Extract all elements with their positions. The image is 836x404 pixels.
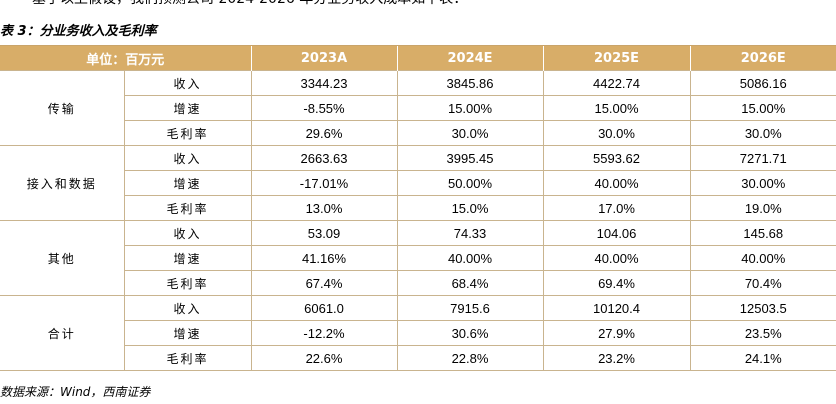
- table-cell: 5086.16: [689, 70, 836, 96]
- table-cell: 145.68: [689, 220, 836, 246]
- table-cell: 23.5%: [689, 320, 836, 346]
- table-cell: -17.01%: [250, 170, 398, 196]
- table-cell: 40.00%: [542, 245, 691, 271]
- table-row: 毛利率 67.4% 68.4% 69.4% 70.4%: [0, 270, 836, 296]
- table-cell: 104.06: [542, 220, 691, 246]
- table-cell: 15.00%: [542, 95, 691, 121]
- table-cell: 40.00%: [689, 245, 836, 271]
- metric-label: 毛利率: [123, 195, 252, 221]
- table-row: 毛利率 29.6% 30.0% 30.0% 30.0%: [0, 120, 836, 146]
- table-cell: 30.00%: [689, 170, 836, 196]
- segment-label: 传输: [0, 70, 125, 146]
- table-cell: 4422.74: [542, 70, 691, 96]
- metric-label: 收入: [123, 295, 252, 321]
- table-cell: 27.9%: [542, 320, 691, 346]
- table-cell: 12503.5: [689, 295, 836, 321]
- table-cell: 30.6%: [396, 320, 544, 346]
- table-row: 合计 收入 6061.0 7915.6 10120.4 12503.5: [0, 295, 836, 371]
- segment-label: 其他: [0, 220, 125, 296]
- table-row: 增速 -8.55% 15.00% 15.00% 15.00%: [0, 95, 836, 121]
- table-row: 增速 41.16% 40.00% 40.00% 40.00%: [0, 245, 836, 271]
- table-caption: 表 3：分业务收入及毛利率: [0, 24, 157, 39]
- table-cell: 17.0%: [542, 195, 691, 221]
- table-top-rule: [0, 45, 836, 46]
- table-cell: 6061.0: [250, 295, 398, 321]
- table-cell: 15.00%: [396, 95, 544, 121]
- table-cell: 69.4%: [542, 270, 691, 296]
- table-row: 毛利率 22.6% 22.8% 23.2% 24.1%: [0, 345, 836, 371]
- table-cell: 23.2%: [542, 345, 691, 371]
- table-cell: 30.0%: [542, 120, 691, 146]
- metric-label: 收入: [123, 70, 252, 96]
- table-row: 增速 -12.2% 30.6% 27.9% 23.5%: [0, 320, 836, 346]
- table-cell: 19.0%: [689, 195, 836, 221]
- unit-header: 单位：百万元: [0, 46, 252, 71]
- table-cell: 15.00%: [689, 95, 836, 121]
- table-cell: 41.16%: [250, 245, 398, 271]
- year-header-2025e: 2025E: [542, 46, 691, 71]
- table-cell: 3845.86: [396, 70, 544, 96]
- table-cell: 53.09: [250, 220, 398, 246]
- table-cell: 15.0%: [396, 195, 544, 221]
- table-cell: -12.2%: [250, 320, 398, 346]
- metric-label: 毛利率: [123, 120, 252, 146]
- metric-label: 收入: [123, 220, 252, 246]
- revenue-margin-table: 单位：百万元 2023A 2024E 2025E 2026E 传输 收入 334…: [0, 46, 836, 371]
- metric-label: 增速: [123, 245, 252, 271]
- table-cell: 7271.71: [689, 145, 836, 171]
- table-cell: 13.0%: [250, 195, 398, 221]
- table-row: 其他 收入 53.09 74.33 104.06 145.68: [0, 220, 836, 296]
- table-cell: 3995.45: [396, 145, 544, 171]
- table-row: 增速 -17.01% 50.00% 40.00% 30.00%: [0, 170, 836, 196]
- table-cell: 5593.62: [542, 145, 691, 171]
- metric-label: 增速: [123, 170, 252, 196]
- segment-label: 合计: [0, 295, 125, 371]
- table-cell: 7915.6: [396, 295, 544, 321]
- table-cell: 68.4%: [396, 270, 544, 296]
- year-header-2023a: 2023A: [250, 46, 398, 71]
- table-cell: 40.00%: [396, 245, 544, 271]
- table-cell: 67.4%: [250, 270, 398, 296]
- metric-label: 毛利率: [123, 270, 252, 296]
- table-row: 接入和数据 收入 2663.63 3995.45 5593.62 7271.71: [0, 145, 836, 221]
- table-cell: 22.6%: [250, 345, 398, 371]
- table-cell: 30.0%: [396, 120, 544, 146]
- table-cell: 2663.63: [250, 145, 398, 171]
- table-cell: 70.4%: [689, 270, 836, 296]
- table-row: 传输 收入 3344.23 3845.86 4422.74 5086.16: [0, 70, 836, 146]
- table-cell: 22.8%: [396, 345, 544, 371]
- year-header-2024e: 2024E: [396, 46, 544, 71]
- year-header-2026e: 2026E: [689, 46, 836, 71]
- metric-label: 毛利率: [123, 345, 252, 371]
- segment-label: 接入和数据: [0, 145, 125, 221]
- table-cell: -8.55%: [250, 95, 398, 121]
- metric-label: 增速: [123, 320, 252, 346]
- table-header-row: 单位：百万元 2023A 2024E 2025E 2026E: [0, 46, 836, 71]
- table-cell: 30.0%: [689, 120, 836, 146]
- table-cell: 3344.23: [250, 70, 398, 96]
- intro-paragraph: 基于以上假设，我们预测公司 2024-2026 年分业务收入成本如下表：: [32, 0, 467, 10]
- data-source-note: 数据来源：Wind，西南证券: [0, 385, 151, 399]
- metric-label: 收入: [123, 145, 252, 171]
- table-row: 毛利率 13.0% 15.0% 17.0% 19.0%: [0, 195, 836, 221]
- table-cell: 10120.4: [542, 295, 691, 321]
- metric-label: 增速: [123, 95, 252, 121]
- table-cell: 40.00%: [542, 170, 691, 196]
- table-cell: 24.1%: [689, 345, 836, 371]
- table-cell: 74.33: [396, 220, 544, 246]
- table-cell: 50.00%: [396, 170, 544, 196]
- table-cell: 29.6%: [250, 120, 398, 146]
